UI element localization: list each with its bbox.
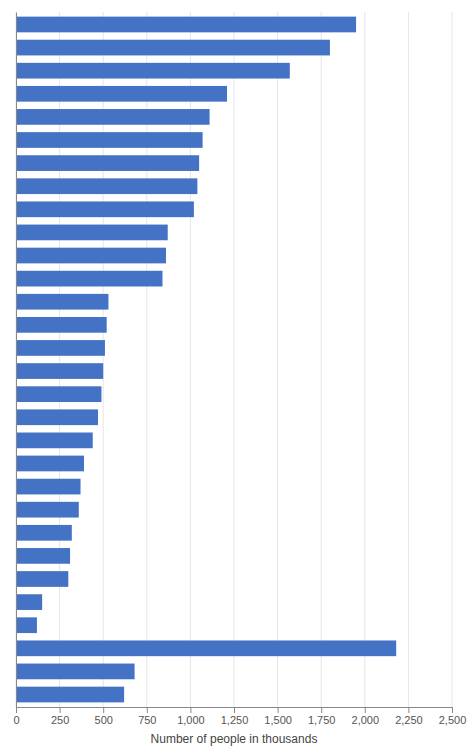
bar	[16, 225, 168, 241]
bar	[16, 40, 330, 56]
tick-label: 2,250	[395, 714, 423, 726]
plot: 0 250 500 750 1,000 1,250 1,500 1,750 2,000 2,250…	[13, 12, 466, 746]
chart: 0 250 500 750 1,000 1,250 1,500 1,750 2,000 2,250…	[0, 0, 474, 753]
bar	[16, 456, 84, 472]
tick: 0	[13, 707, 19, 726]
bar	[16, 201, 194, 217]
tick: 500	[95, 707, 113, 726]
grid-line	[16, 12, 17, 707]
bars	[16, 17, 396, 703]
tick-mark	[408, 707, 409, 713]
tick: 1,750	[308, 707, 336, 726]
bar	[16, 340, 105, 356]
bar	[16, 571, 68, 587]
bar	[16, 479, 81, 495]
tick-label: 500	[95, 714, 113, 726]
tick-label: 2,500	[439, 714, 467, 726]
bar	[16, 502, 79, 518]
tick-label: 750	[138, 714, 156, 726]
bar	[16, 86, 227, 102]
x-axis: 0 250 500 750 1,000 1,250 1,500 1,750 2,000 2,250…	[13, 707, 466, 726]
tick: 1,000	[177, 707, 205, 726]
tick: 250	[51, 707, 69, 726]
grid	[16, 12, 452, 707]
tick-label: 1,500	[264, 714, 292, 726]
tick: 1,500	[264, 707, 292, 726]
bar	[16, 132, 203, 148]
axis-line	[17, 708, 453, 714]
bar	[16, 178, 197, 194]
tick-mark	[147, 707, 148, 713]
tick-label: 1,750	[308, 714, 336, 726]
tick-label: 1,000	[177, 714, 205, 726]
bar	[16, 17, 356, 33]
bar	[16, 433, 93, 449]
bar	[16, 155, 199, 171]
bar	[16, 548, 70, 564]
tick-mark	[103, 707, 104, 713]
tick: 750	[138, 707, 156, 726]
bar	[16, 386, 101, 402]
tick: 2,000	[352, 707, 380, 726]
tick: 2,500	[439, 707, 467, 726]
grid-line	[321, 12, 322, 707]
bar	[16, 640, 396, 656]
tick-mark	[16, 707, 17, 713]
tick-mark	[278, 707, 279, 713]
bar	[16, 617, 37, 633]
tick-mark	[321, 707, 322, 713]
y-axis	[16, 13, 17, 708]
grid-line	[234, 12, 235, 707]
axis-line	[16, 13, 17, 708]
bar	[16, 294, 108, 310]
tick-label: 2,000	[352, 714, 380, 726]
bar	[16, 109, 210, 125]
grid-line	[277, 12, 278, 707]
tick: 1,250	[221, 707, 249, 726]
tick-mark	[60, 707, 61, 713]
grid-line	[364, 12, 365, 707]
bar	[16, 594, 42, 610]
bar	[16, 525, 72, 541]
tick: 2,250	[395, 707, 423, 726]
bar	[16, 363, 103, 379]
grid-line	[408, 12, 409, 707]
bar	[16, 271, 162, 287]
grid-line	[452, 12, 453, 707]
tick-mark	[365, 707, 366, 713]
bar	[16, 248, 166, 264]
axis-title: Number of people in thousands	[151, 732, 318, 746]
tick-label: 1,250	[221, 714, 249, 726]
tick-label: 250	[51, 714, 69, 726]
tick-mark	[234, 707, 235, 713]
tick-label: 0	[13, 714, 19, 726]
bar	[16, 687, 124, 703]
bar	[16, 317, 107, 333]
bar	[16, 63, 290, 79]
tick-mark	[190, 707, 191, 713]
tick-mark	[452, 707, 453, 713]
bar	[16, 409, 98, 425]
bar	[16, 664, 135, 680]
